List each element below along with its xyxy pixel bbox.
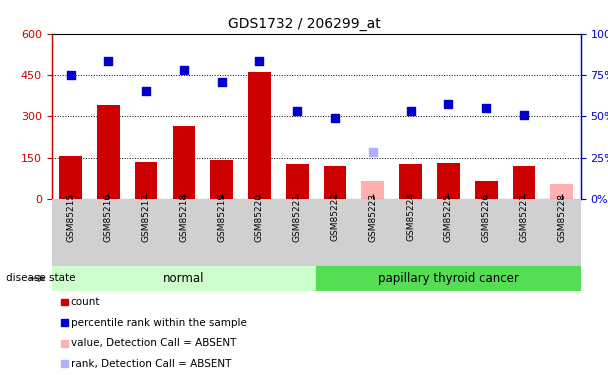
Point bbox=[103, 58, 113, 64]
Point bbox=[482, 105, 491, 111]
Bar bbox=[323, 166, 347, 199]
Point bbox=[217, 79, 227, 85]
Point bbox=[406, 108, 415, 114]
Text: papillary thyroid cancer: papillary thyroid cancer bbox=[378, 272, 519, 285]
Bar bbox=[210, 160, 233, 199]
Text: rank, Detection Call = ABSENT: rank, Detection Call = ABSENT bbox=[71, 359, 231, 369]
Bar bbox=[173, 126, 195, 199]
Bar bbox=[362, 181, 384, 199]
Bar bbox=[97, 105, 120, 199]
Point bbox=[368, 149, 378, 155]
Text: percentile rank within the sample: percentile rank within the sample bbox=[71, 318, 246, 327]
Bar bbox=[248, 72, 271, 199]
Bar bbox=[316, 266, 581, 291]
Text: value, Detection Call = ABSENT: value, Detection Call = ABSENT bbox=[71, 338, 236, 348]
Bar bbox=[550, 184, 573, 199]
Text: count: count bbox=[71, 297, 100, 307]
Bar bbox=[399, 164, 422, 199]
Point bbox=[179, 66, 188, 72]
Point bbox=[141, 88, 151, 94]
Bar bbox=[135, 162, 157, 199]
Point bbox=[444, 101, 454, 107]
Bar bbox=[52, 266, 316, 291]
Bar bbox=[513, 166, 535, 199]
Point bbox=[292, 108, 302, 114]
Bar bbox=[59, 156, 82, 199]
Bar bbox=[475, 181, 497, 199]
Text: disease state: disease state bbox=[6, 273, 75, 284]
Point bbox=[519, 112, 529, 118]
Point bbox=[330, 115, 340, 121]
Text: GDS1732 / 206299_at: GDS1732 / 206299_at bbox=[227, 17, 381, 31]
Point bbox=[66, 72, 75, 78]
Text: normal: normal bbox=[163, 272, 205, 285]
Bar bbox=[286, 164, 309, 199]
Bar bbox=[437, 163, 460, 199]
Point bbox=[255, 58, 264, 64]
